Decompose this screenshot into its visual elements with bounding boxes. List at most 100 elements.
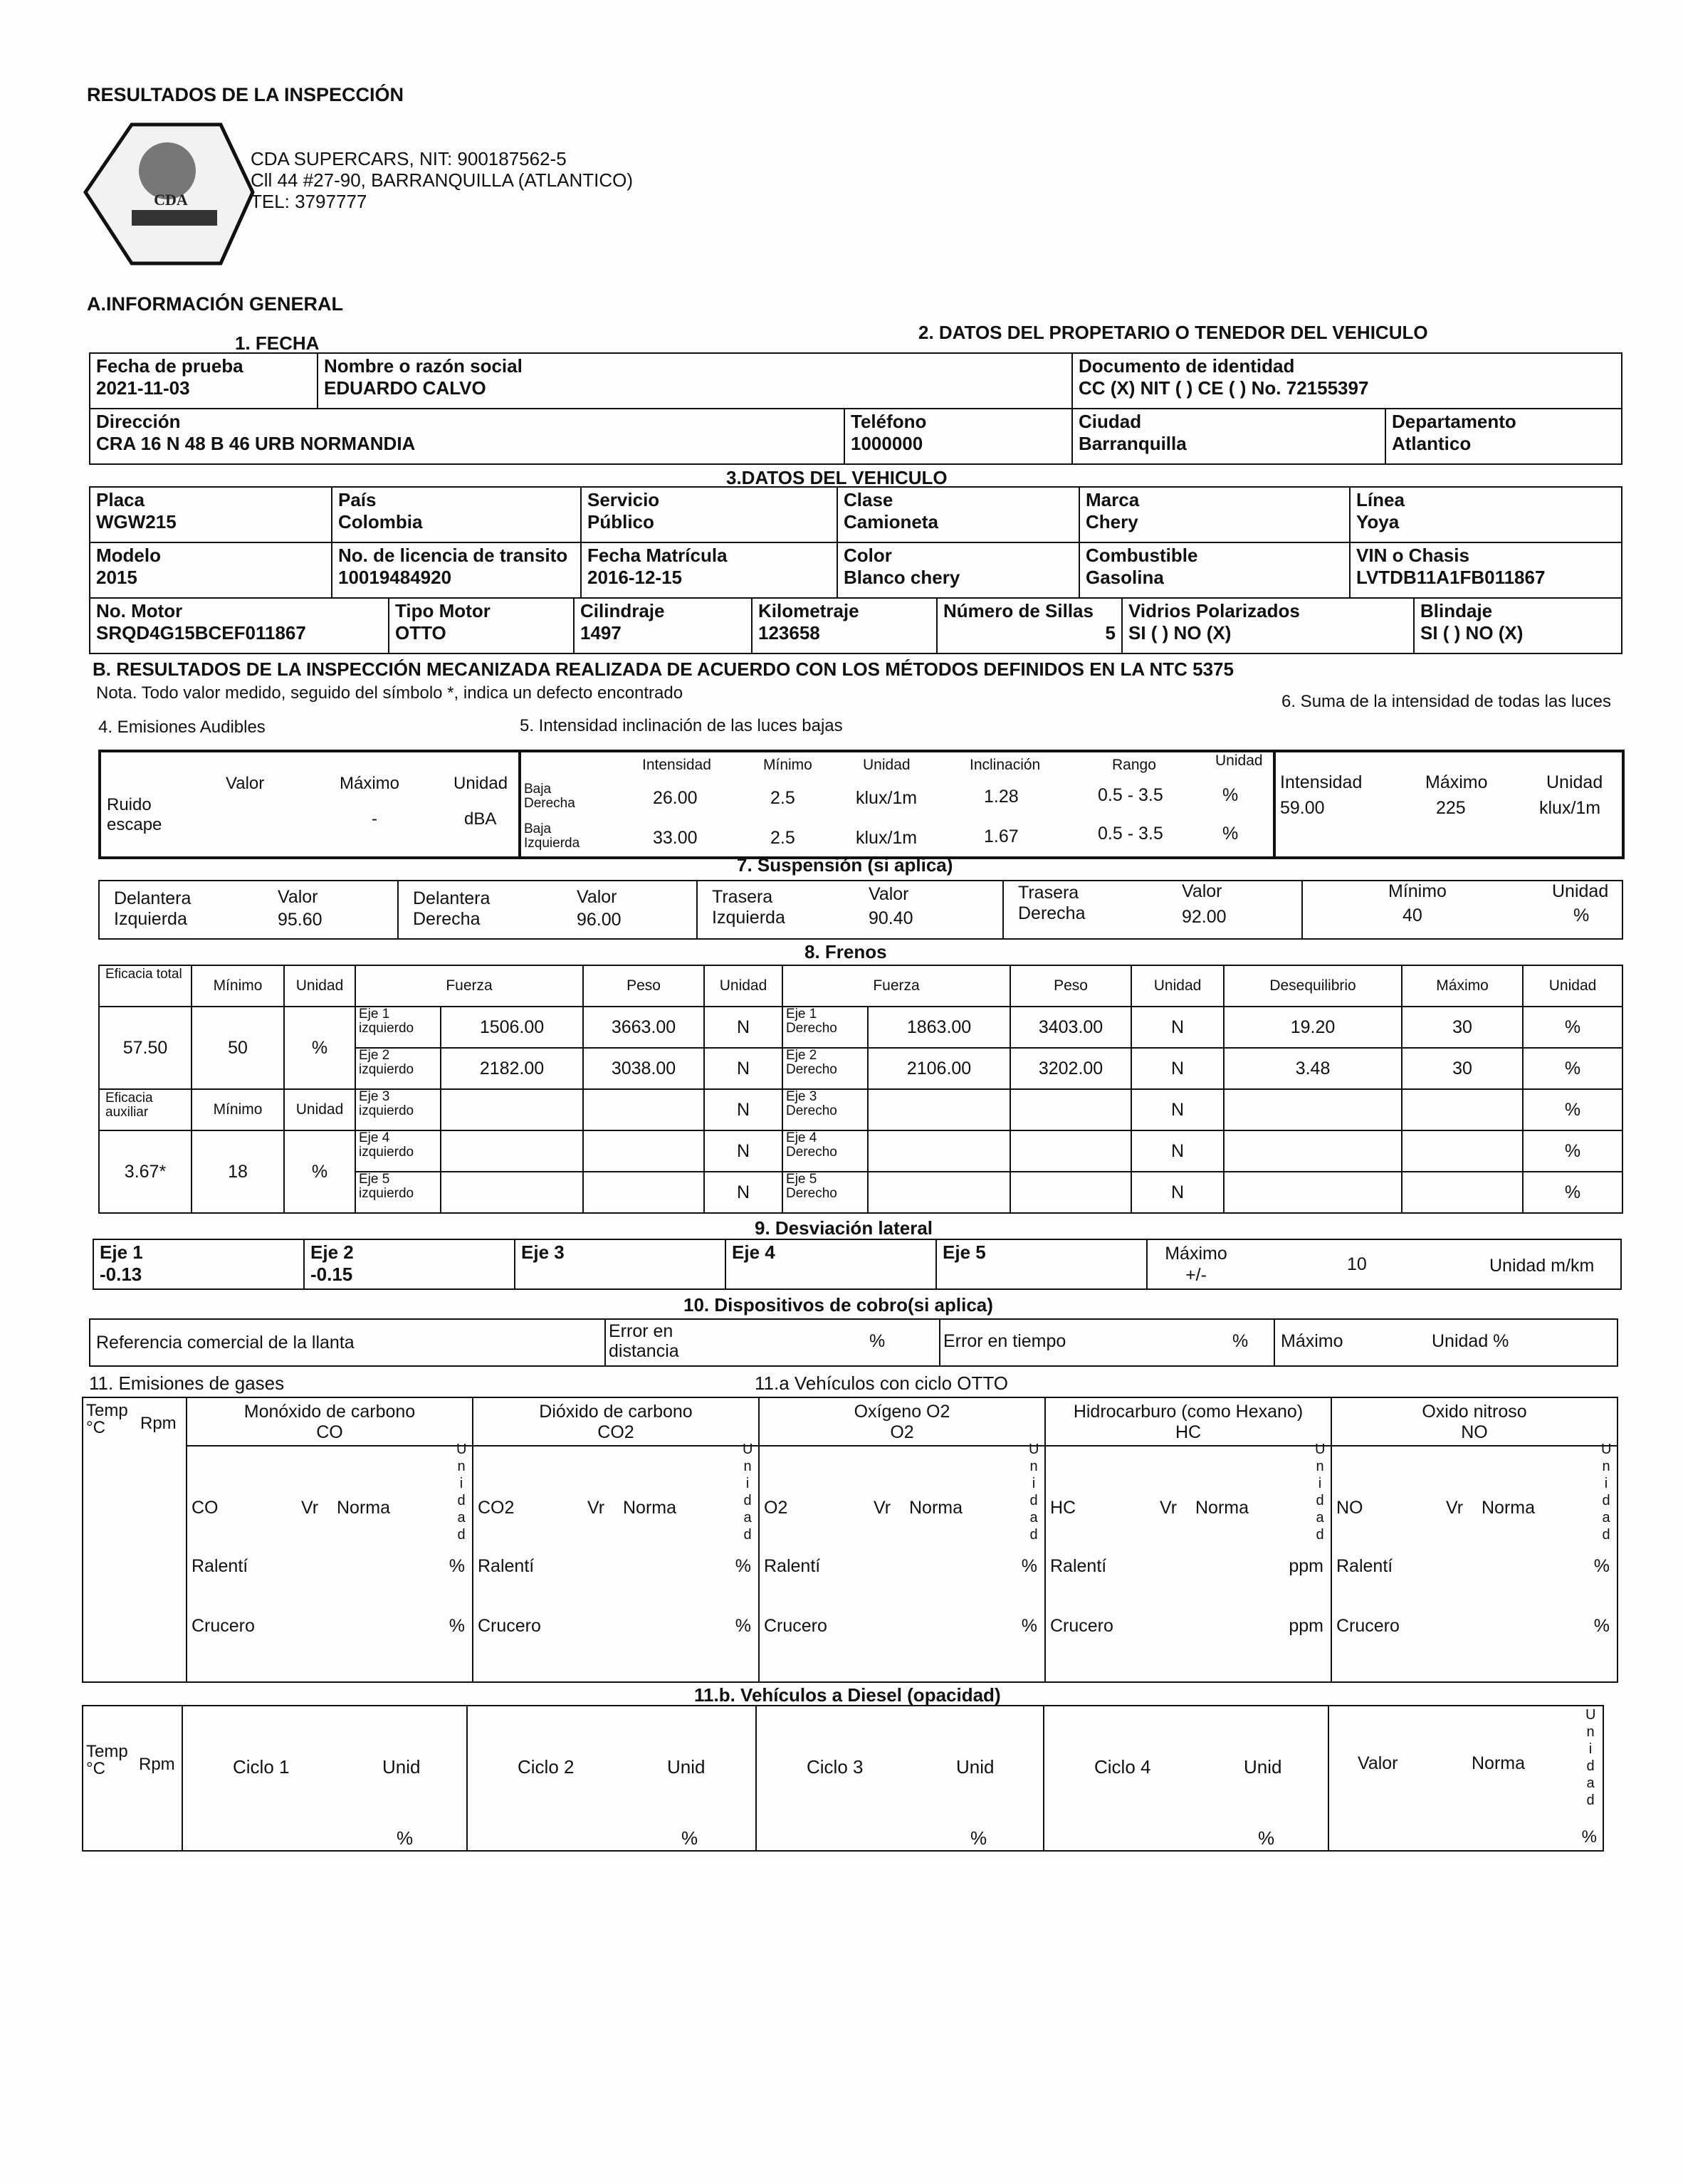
eje-izquierdo-label: Eje 2 izquierdo <box>355 1047 441 1090</box>
modelo-cell: Modelo 2015 <box>89 542 332 599</box>
tipo-motor-cell: Tipo Motor OTTO <box>388 597 575 654</box>
unidad-der: N <box>1131 1130 1225 1172</box>
matricula-cell: Fecha Matrícula 2016-12-15 <box>580 542 838 599</box>
eficacia-total-label: Eficacia total <box>98 965 192 1007</box>
diesel-title: 11.b. Vehículos a Diesel (opacidad) <box>694 1684 1001 1706</box>
peso-der <box>1010 1088 1133 1131</box>
desviacion-maximo: Máximo +/- 10 Unidad m/km <box>1146 1239 1622 1290</box>
peso-izq <box>582 1130 706 1172</box>
maximo <box>1401 1171 1524 1214</box>
section-a-title: A.INFORMACIÓN GENERAL <box>87 293 343 315</box>
departamento-cell: Departamento Atlantico <box>1384 408 1623 465</box>
audibles-cell: Valor Máximo Unidad Ruido escape - dBA <box>98 750 521 859</box>
vehicle-table-2: No. Motor SRQD4G15BCEF011867 Tipo Motor OT… <box>89 597 1622 654</box>
suma-luces-title: 6. Suma de la intensidad de todas las lu… <box>1281 692 1611 711</box>
fuerza-der <box>867 1088 1012 1131</box>
desviacion-eje: Eje 4 <box>725 1239 937 1290</box>
desviacion-eje: Eje 5 <box>935 1239 1148 1290</box>
unidad-vertical: Unidad <box>743 1442 753 1543</box>
eficacia-aux-label: Eficacia auxiliar <box>98 1088 192 1131</box>
aux-minimo-label: Mínimo <box>191 1088 285 1131</box>
eje-derecho-label: Eje 5 Derecho <box>782 1171 869 1214</box>
suspension-trasera-derecha: Trasera Derecha Valor 92.00 <box>1002 880 1303 940</box>
eje-izquierdo-label: Eje 1 izquierdo <box>355 1006 441 1049</box>
owner-title: 2. DATOS DEL PROPETARIO O TENEDOR DEL VE… <box>918 322 1428 343</box>
ciudad-cell: Ciudad Barranquilla <box>1071 408 1386 465</box>
combustible-cell: Combustible Gasolina <box>1079 542 1351 599</box>
unidad-izq-label: Unidad <box>703 965 784 1007</box>
fuerza-der <box>867 1130 1012 1172</box>
linea-cell: Línea Yoya <box>1349 486 1622 543</box>
peso-izq <box>582 1171 706 1214</box>
unidad-der: N <box>1131 1171 1225 1214</box>
company-info: CDA SUPERCARS, NIT: 900187562-5 Cll 44 #… <box>251 148 633 212</box>
error-distancia-cell: Error en distancia% <box>604 1318 940 1367</box>
unidad-der: N <box>1131 1006 1225 1049</box>
direccion-cell: Dirección CRA 16 N 48 B 46 URB NORMANDIA <box>89 408 845 465</box>
servicio-cell: Servicio Público <box>580 486 838 543</box>
licencia-cell: No. de licencia de transito 10019484920 <box>331 542 582 599</box>
results-note: Nota. Todo valor medido, seguido del sím… <box>96 683 683 703</box>
kilometraje-cell: Kilometraje 123658 <box>751 597 938 654</box>
gas-column: Monóxido de carbono CO Unidad CO Vr Norma Rale… <box>186 1397 473 1683</box>
cda-logo: CDA <box>83 122 255 266</box>
desviacion-eje: Eje 1 -0.13 <box>93 1239 305 1290</box>
eje-derecho-label: Eje 3 Derecho <box>782 1088 869 1131</box>
maximo: 30 <box>1401 1047 1524 1090</box>
desequilibrio: 3.48 <box>1223 1047 1403 1090</box>
aux-unidad-label: Unidad <box>283 1088 356 1131</box>
svg-text:CDA: CDA <box>154 191 188 209</box>
suspension-delantera-izquierda: Delantera Izquierda Valor 95.60 <box>98 880 399 940</box>
maximo <box>1401 1130 1524 1172</box>
frenos-row: Eje 2 izquierdo 2182.00 3038.00 N Eje 2 Dere… <box>99 1047 1624 1090</box>
gases-title: 11. Emisiones de gases <box>89 1372 285 1394</box>
suspension-trasera-izquierda: Trasera Izquierda Valor 90.40 <box>696 880 1004 940</box>
unidad-vertical: Unidad <box>456 1442 467 1543</box>
cobro-maximo-cell: Máximo Unidad % <box>1274 1318 1618 1367</box>
maximo-label: Máximo <box>1401 965 1524 1007</box>
cobro-title: 10. Dispositivos de cobro(si aplica) <box>683 1294 993 1316</box>
eje-izquierdo-label: Eje 3 izquierdo <box>355 1088 441 1131</box>
desviacion-eje: Eje 2 -0.15 <box>303 1239 515 1290</box>
gas-column: Oxido nitroso NO Unidad NO Vr Norma Ralentí% Cr… <box>1331 1397 1618 1683</box>
desviacion-table: Eje 1 -0.13 Eje 2 -0.15 Eje 3 Eje 4 Eje 5 Máxim… <box>93 1239 1622 1290</box>
unidad: % <box>1522 1047 1624 1090</box>
fuerza-der <box>867 1171 1012 1214</box>
maximo <box>1401 1088 1524 1131</box>
marca-cell: Marca Chery <box>1079 486 1351 543</box>
cobro-table: Referencia comercial de la llanta Error … <box>89 1318 1618 1367</box>
desequilibrio: 19.20 <box>1223 1006 1403 1049</box>
vehicle-title: 3.DATOS DEL VEHICULO <box>726 467 948 488</box>
vin-cell: VIN o Chasis LVTDB11A1FB011867 <box>1349 542 1622 599</box>
maximo: 30 <box>1401 1006 1524 1049</box>
unidad-label: Unidad <box>1522 965 1624 1007</box>
eje-izquierdo-label: Eje 4 izquierdo <box>355 1130 441 1172</box>
peso-izq <box>582 1088 706 1131</box>
company-address: Cll 44 #27-90, BARRANQUILLA (ATLANTICO) <box>251 169 634 191</box>
general-info-table: Fecha de prueba 2021-11-03 Nombre o razón… <box>89 352 1623 465</box>
company-phone: TEL: 3797777 <box>251 191 367 212</box>
motor-cell: No. Motor SRQD4G15BCEF011867 <box>89 597 389 654</box>
unidad-vertical: Unidad <box>1029 1442 1039 1543</box>
unidad-izq: N <box>703 1047 784 1090</box>
fecha-title: 1. FECHA <box>235 332 320 354</box>
peso-der-label: Peso <box>1010 965 1133 1007</box>
total-unidad-label: Unidad <box>283 965 356 1007</box>
total-minimo-value: 50 <box>191 1006 285 1090</box>
frenos-title: 8. Frenos <box>804 941 887 962</box>
unidad-der-label: Unidad <box>1131 965 1225 1007</box>
audibles-title: 4. Emisiones Audibles <box>98 718 266 737</box>
unidad: % <box>1522 1088 1624 1131</box>
telefono-cell: Teléfono 1000000 <box>844 408 1073 465</box>
fuerza-izq: 1506.00 <box>439 1006 584 1049</box>
fuerza-der-label: Fuerza <box>782 965 1012 1007</box>
diesel-temp-rpm: Temp °C Rpm <box>82 1705 183 1852</box>
aux-minimo-value: 18 <box>191 1130 285 1214</box>
desequilibrio-label: Desequilibrio <box>1223 965 1403 1007</box>
eje-derecho-label: Eje 4 Derecho <box>782 1130 869 1172</box>
suspension-minimo: Mínimo 40 Unidad% <box>1301 880 1623 940</box>
fuerza-izq <box>439 1171 584 1214</box>
suma-luces-cell: Intensidad Máximo Unidad 59.00 225 klux/… <box>1273 750 1625 859</box>
error-tiempo-cell: Error en tiempo% <box>939 1318 1275 1367</box>
